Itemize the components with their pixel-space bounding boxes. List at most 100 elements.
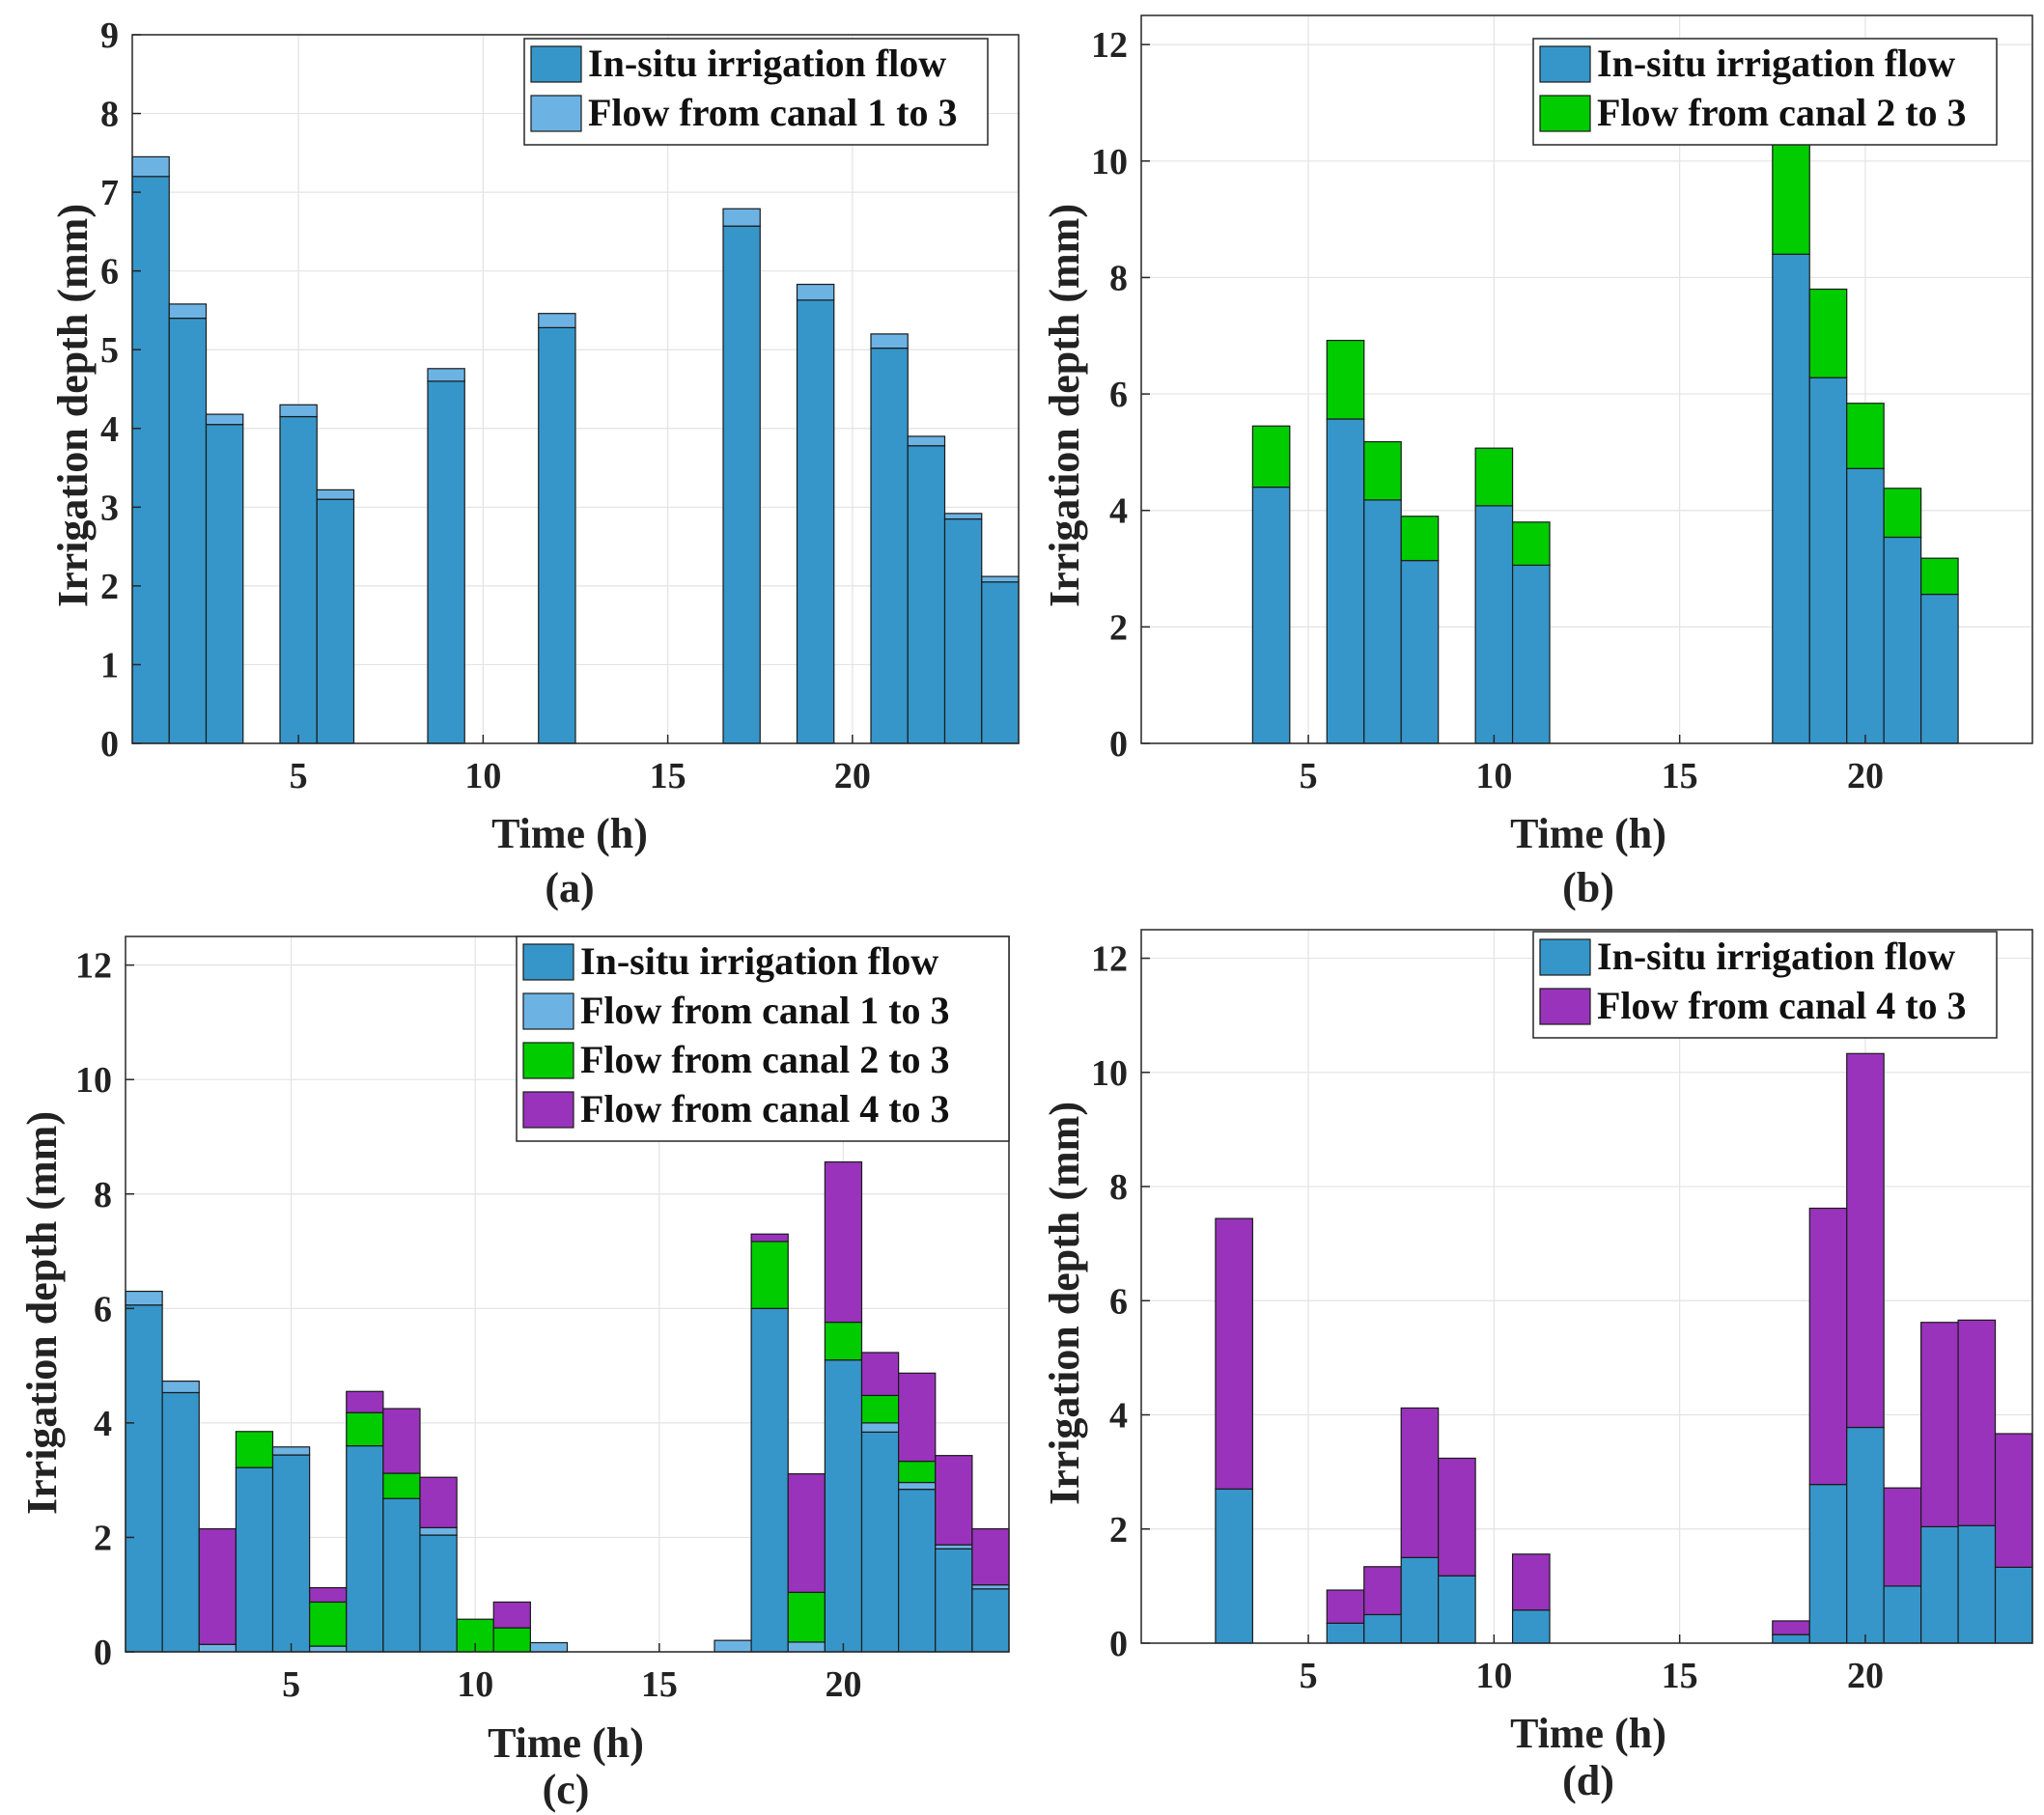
panel-c-bar-canal-1 bbox=[935, 1544, 973, 1550]
panel-a-legend-swatch bbox=[530, 45, 582, 83]
panel-c-legend-swatch bbox=[522, 943, 574, 981]
panel-c-bar-in-situ bbox=[971, 1588, 1010, 1653]
panel-d-bar-canal-4 bbox=[1438, 1457, 1476, 1577]
panel-c-ytick-label: 10 bbox=[75, 1060, 112, 1101]
panel-c-bar-canal-2 bbox=[824, 1321, 863, 1361]
panel-a-bar-canal-1 bbox=[943, 513, 983, 520]
panel-a-bar-in-situ bbox=[943, 517, 983, 744]
panel-a-xtick-label: 5 bbox=[290, 756, 308, 796]
panel-c-ytick-label: 0 bbox=[94, 1633, 112, 1673]
panel-c-bar-canal-2 bbox=[346, 1411, 384, 1447]
panel-b-bar-in-situ bbox=[1251, 486, 1291, 744]
panel-b-legend: In-situ irrigation flow Flow from canal 2… bbox=[1532, 38, 1998, 146]
panel-c-ytick-label: 2 bbox=[94, 1518, 112, 1558]
panel-d-bar-in-situ bbox=[1920, 1525, 1959, 1644]
panel-d-bar-in-situ bbox=[1326, 1622, 1365, 1644]
panel-d-ytick-label: 4 bbox=[1109, 1396, 1128, 1437]
panel-a-legend-swatch bbox=[530, 95, 582, 132]
panel-d-bar-in-situ bbox=[1215, 1488, 1253, 1644]
panel-c-bar-canal-1 bbox=[898, 1481, 937, 1491]
panel-c-bar-canal-1 bbox=[787, 1641, 826, 1653]
panel-a-ylabel: Irrigation depth (mm) bbox=[49, 204, 97, 607]
panel-c-bar-in-situ bbox=[860, 1431, 900, 1653]
panel-c-ytick-label: 4 bbox=[94, 1404, 112, 1444]
panel-b-legend-label: Flow from canal 2 to 3 bbox=[1597, 91, 1967, 134]
panel-d-bar-canal-4 bbox=[1772, 1620, 1810, 1635]
panel-a-bar-canal-1 bbox=[205, 413, 244, 426]
panel-a-xtick-label: 15 bbox=[650, 756, 686, 796]
panel-b-bar-in-situ bbox=[1920, 593, 1959, 744]
panel-c-bar-canal-4 bbox=[860, 1352, 900, 1397]
panel-c-legend-label: Flow from canal 1 to 3 bbox=[580, 989, 950, 1032]
panel-d-caption: (d) bbox=[1562, 1757, 1614, 1804]
panel-b-bar-canal-2 bbox=[1251, 425, 1291, 489]
panel-d-bar-in-situ bbox=[1808, 1484, 1848, 1644]
panel-a-caption: (a) bbox=[545, 864, 594, 911]
panel-d-bar-canal-4 bbox=[1511, 1553, 1551, 1611]
panel-a-legend-label: In-situ irrigation flow bbox=[588, 42, 946, 85]
panel-c-bar-canal-4 bbox=[309, 1587, 348, 1604]
panel-b-legend-box bbox=[1532, 38, 1998, 146]
panel-c-bar-canal-4 bbox=[824, 1160, 863, 1324]
panel-c-bar-canal-4 bbox=[198, 1527, 237, 1645]
panel-c-bar-canal-4 bbox=[935, 1455, 973, 1546]
panel-d-bar-in-situ bbox=[1846, 1426, 1885, 1644]
panel-d-bar-in-situ bbox=[1400, 1556, 1440, 1644]
panel-b-ytick-label: 8 bbox=[1109, 258, 1128, 298]
panel-c-bar-canal-4 bbox=[492, 1601, 531, 1629]
panel-d-legend-box bbox=[1532, 931, 1998, 1039]
panel-c-legend-swatch bbox=[522, 1091, 574, 1129]
panel-d-legend: In-situ irrigation flow Flow from canal 4… bbox=[1532, 931, 1998, 1039]
panel-b-ytick-label: 2 bbox=[1109, 607, 1128, 648]
panel-b-axes-box bbox=[1140, 14, 2033, 744]
panel-c-bar-in-situ bbox=[824, 1359, 863, 1653]
panel-c-bar-canal-2 bbox=[382, 1472, 421, 1499]
panel-b-bar-canal-2 bbox=[1883, 488, 1922, 539]
panel-c-bar-canal-2 bbox=[750, 1241, 789, 1309]
panel-d-bar-in-situ bbox=[1994, 1566, 2033, 1644]
panel-b-bar-in-situ bbox=[1326, 418, 1365, 744]
panel-c-bar-canal-1 bbox=[971, 1584, 1010, 1590]
panel-d-xlabel: Time (h) bbox=[1510, 1710, 1666, 1757]
panel-d-legend-label: In-situ irrigation flow bbox=[1597, 935, 1955, 978]
panel-b-ytick-label: 0 bbox=[1109, 724, 1128, 765]
panel-b-bar-in-situ bbox=[1846, 467, 1885, 744]
panel-d-ytick-label: 2 bbox=[1109, 1510, 1128, 1550]
panel-c-bar-canal-1 bbox=[419, 1526, 458, 1536]
panel-c: (c) Time (h) Irrigation depth (mm) bbox=[18, 1111, 644, 1813]
panel-d-bar-canal-4 bbox=[1326, 1589, 1365, 1624]
panel-c-bar-in-situ bbox=[125, 1304, 163, 1653]
panel-b-xtick-label: 20 bbox=[1847, 756, 1884, 796]
panel-d-ytick-label: 10 bbox=[1091, 1053, 1128, 1094]
panel-c-bar-canal-2 bbox=[492, 1627, 531, 1653]
panel-c-xtick-label: 20 bbox=[825, 1664, 861, 1705]
panel-c-bar-in-situ bbox=[346, 1444, 384, 1653]
panel-c-legend-swatch bbox=[522, 1042, 574, 1079]
panel-b-ytick-label: 12 bbox=[1091, 25, 1128, 66]
panel-a-xtick-label: 20 bbox=[834, 756, 871, 796]
panel-a-bar-canal-1 bbox=[168, 303, 208, 320]
panel-a-bar-canal-1 bbox=[870, 333, 909, 349]
panel-c-legend-label: Flow from canal 2 to 3 bbox=[580, 1038, 950, 1081]
panel-b-ytick-label: 10 bbox=[1091, 142, 1128, 182]
panel-a-bar-canal-1 bbox=[722, 208, 761, 227]
panel-c-ylabel: Irrigation depth (mm) bbox=[18, 1111, 66, 1515]
panel-d-bar-canal-4 bbox=[1994, 1433, 2033, 1568]
panel-d-bar-canal-4 bbox=[1215, 1217, 1253, 1490]
panel-b-bar-in-situ bbox=[1808, 377, 1848, 744]
panel-b-bar-in-situ bbox=[1772, 253, 1810, 744]
panel-b-legend-swatch bbox=[1539, 95, 1591, 132]
panel-c-bar-canal-2 bbox=[787, 1591, 826, 1643]
panel-c-xtick-label: 15 bbox=[641, 1664, 678, 1705]
panel-a-ytick-label: 6 bbox=[100, 252, 119, 293]
panel-d-bar-in-situ bbox=[1772, 1634, 1810, 1644]
panel-a-bar-in-situ bbox=[796, 299, 835, 744]
panel-b-legend-swatch bbox=[1539, 45, 1591, 83]
panel-d-bar-in-situ bbox=[1511, 1609, 1551, 1644]
panel-c-bar-canal-2 bbox=[898, 1460, 937, 1484]
panel-b-ytick-label: 4 bbox=[1109, 491, 1128, 532]
panel-b-xlabel: Time (h) bbox=[1510, 810, 1666, 857]
panel-c-ytick-label: 8 bbox=[94, 1175, 112, 1215]
panel-b-bar-canal-2 bbox=[1846, 403, 1885, 469]
panel-d-bar-canal-4 bbox=[1400, 1407, 1440, 1558]
